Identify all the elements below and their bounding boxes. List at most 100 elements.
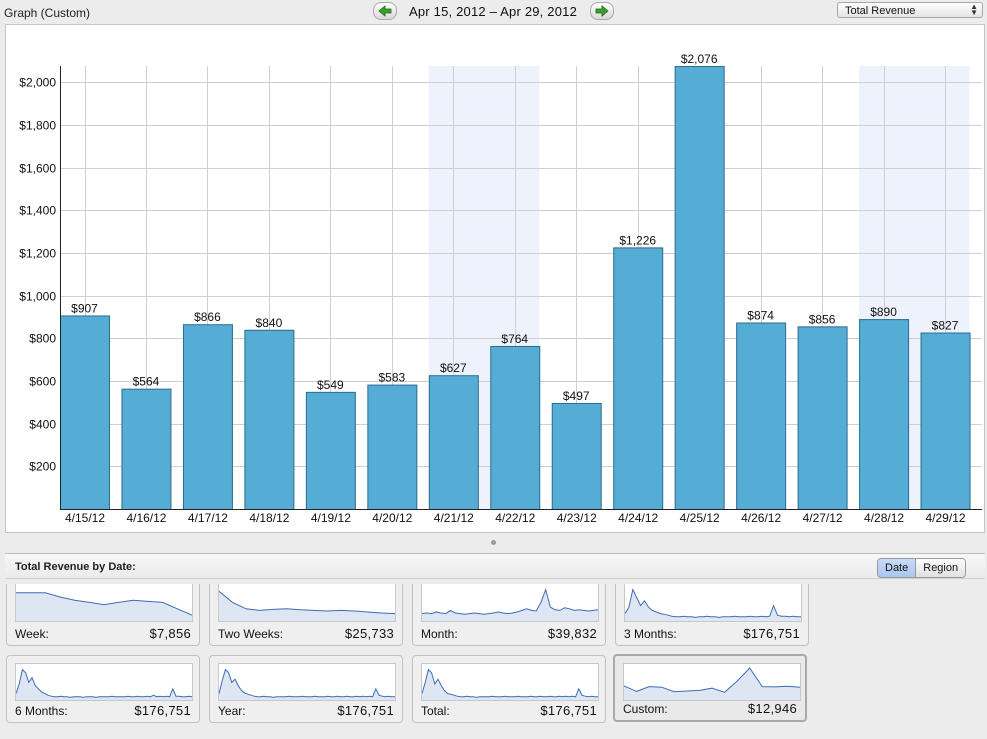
summary-tile[interactable]: Two Weeks: $25,733 [209,584,403,646]
bar-value-label: $907 [71,301,98,315]
summary-tile[interactable]: 3 Months: $176,751 [615,584,809,646]
bar-value-label: $549 [317,378,344,392]
tile-value: $25,733 [344,626,394,641]
x-tick-label: 4/16/12 [126,511,166,525]
bar-value-label: $890 [870,305,897,319]
x-tick-label: 4/27/12 [803,511,843,525]
summary-tile[interactable]: Custom: $12,946 [613,654,807,722]
summary-tile[interactable]: 6 Months: $176,751 [6,655,200,723]
bar [613,247,664,510]
chevron-updown-icon: ▲ ▼ [970,2,978,17]
y-tick-label: $1,400 [19,204,56,218]
date-range: Apr 15, 2012 – Apr 29, 2012 [409,4,578,19]
bar-value-label: $497 [563,389,590,403]
bar [182,324,233,510]
tile-label: Total: [421,704,450,718]
tile-value: $176,751 [337,703,394,718]
bar-value-label: $627 [440,361,467,375]
tile-value: $12,946 [747,701,797,716]
sparkline [15,584,193,622]
y-tick-label: $800 [29,332,56,346]
x-tick-label: 4/25/12 [680,511,720,525]
graph-title: Graph (Custom) [4,6,91,20]
sparkline [218,584,396,622]
x-tick-label: 4/22/12 [495,511,535,525]
splitter-handle[interactable] [491,540,496,545]
arrow-left-icon [378,5,392,17]
sparkline [15,663,193,701]
sparkline [624,584,802,622]
revenue-bar-chart: $200 $400 $600 $800 $1,000 $1,200 $1,400 $1,600… [19,52,982,525]
tile-value: $7,856 [149,626,191,641]
y-tick-label: $1,800 [19,119,56,133]
x-tick-label: 4/26/12 [741,511,781,525]
bar-value-label: $583 [378,371,405,385]
x-tick-label: 4/23/12 [557,511,597,525]
x-tick-label: 4/28/12 [864,511,904,525]
y-tick-label: $2,000 [19,76,56,90]
y-tick-label: $200 [29,460,56,474]
bar [244,329,295,510]
sparkline [421,584,599,622]
bar-value-label: $1,226 [619,233,656,247]
summary-tile[interactable]: Month: $39,832 [412,584,606,646]
sparkline [623,663,801,701]
tile-value: $176,751 [540,703,597,718]
summary-header: Total Revenue by Date: Date Region [5,553,985,579]
tile-label: Week: [15,627,49,641]
bar [490,345,541,510]
y-tick-label: $600 [29,375,56,389]
bar-value-label: $2,076 [681,52,718,66]
tile-value: $39,832 [547,626,597,641]
bar [674,66,725,510]
y-tick-label: $1,200 [19,247,56,261]
summary-title: Total Revenue by Date: [15,561,136,573]
summary-tile[interactable]: Year: $176,751 [209,655,403,723]
toggle-region[interactable]: Region [915,559,966,577]
summary-tile[interactable]: Total: $176,751 [412,655,606,723]
y-tick-label: $1,600 [19,162,56,176]
x-tick-label: 4/29/12 [926,511,966,525]
group-by-toggle[interactable]: Date Region [877,558,967,578]
x-tick-label: 4/21/12 [434,511,474,525]
bar-value-label: $840 [256,316,283,330]
tile-label: Month: [421,627,458,641]
tile-label: Custom: [623,702,668,716]
bar [920,332,971,511]
tile-value: $176,751 [134,703,191,718]
tile-label: 6 Months: [15,704,68,718]
bar [367,384,418,510]
x-tick-label: 4/18/12 [249,511,289,525]
bar [305,391,356,510]
previous-range-button[interactable] [373,2,397,20]
x-tick-label: 4/20/12 [372,511,412,525]
x-tick-label: 4/24/12 [618,511,658,525]
arrow-right-icon [595,5,609,17]
bar-value-label: $856 [809,312,836,326]
tile-label: Year: [218,704,246,718]
tile-label: 3 Months: [624,627,677,641]
y-tick-label: $1,000 [19,290,56,304]
top-bar: Graph (Custom) Apr 15, 2012 – Apr 29, 20… [0,0,987,24]
sparkline [218,663,396,701]
bar-value-label: $866 [194,310,221,324]
tile-label: Two Weeks: [218,627,284,641]
bar [736,322,787,511]
bar-value-label: $874 [747,308,774,322]
tile-value: $176,751 [743,626,800,641]
bar [551,402,602,511]
bar-value-label: $764 [501,332,528,346]
metric-select-value: Total Revenue [845,5,916,17]
chart-panel: $200 $400 $600 $800 $1,000 $1,200 $1,400 $1,600… [5,24,985,533]
x-tick-label: 4/19/12 [311,511,351,525]
x-tick-label: 4/17/12 [188,511,228,525]
toggle-date[interactable]: Date [878,559,916,577]
bar-value-label: $827 [932,319,959,333]
bar [859,319,910,510]
metric-select[interactable]: Total Revenue ▲ ▼ [837,2,983,18]
sparkline [421,663,599,701]
next-range-button[interactable] [590,2,614,20]
bar [121,388,172,510]
bar [797,326,848,510]
summary-tile[interactable]: Week: $7,856 [6,584,200,646]
